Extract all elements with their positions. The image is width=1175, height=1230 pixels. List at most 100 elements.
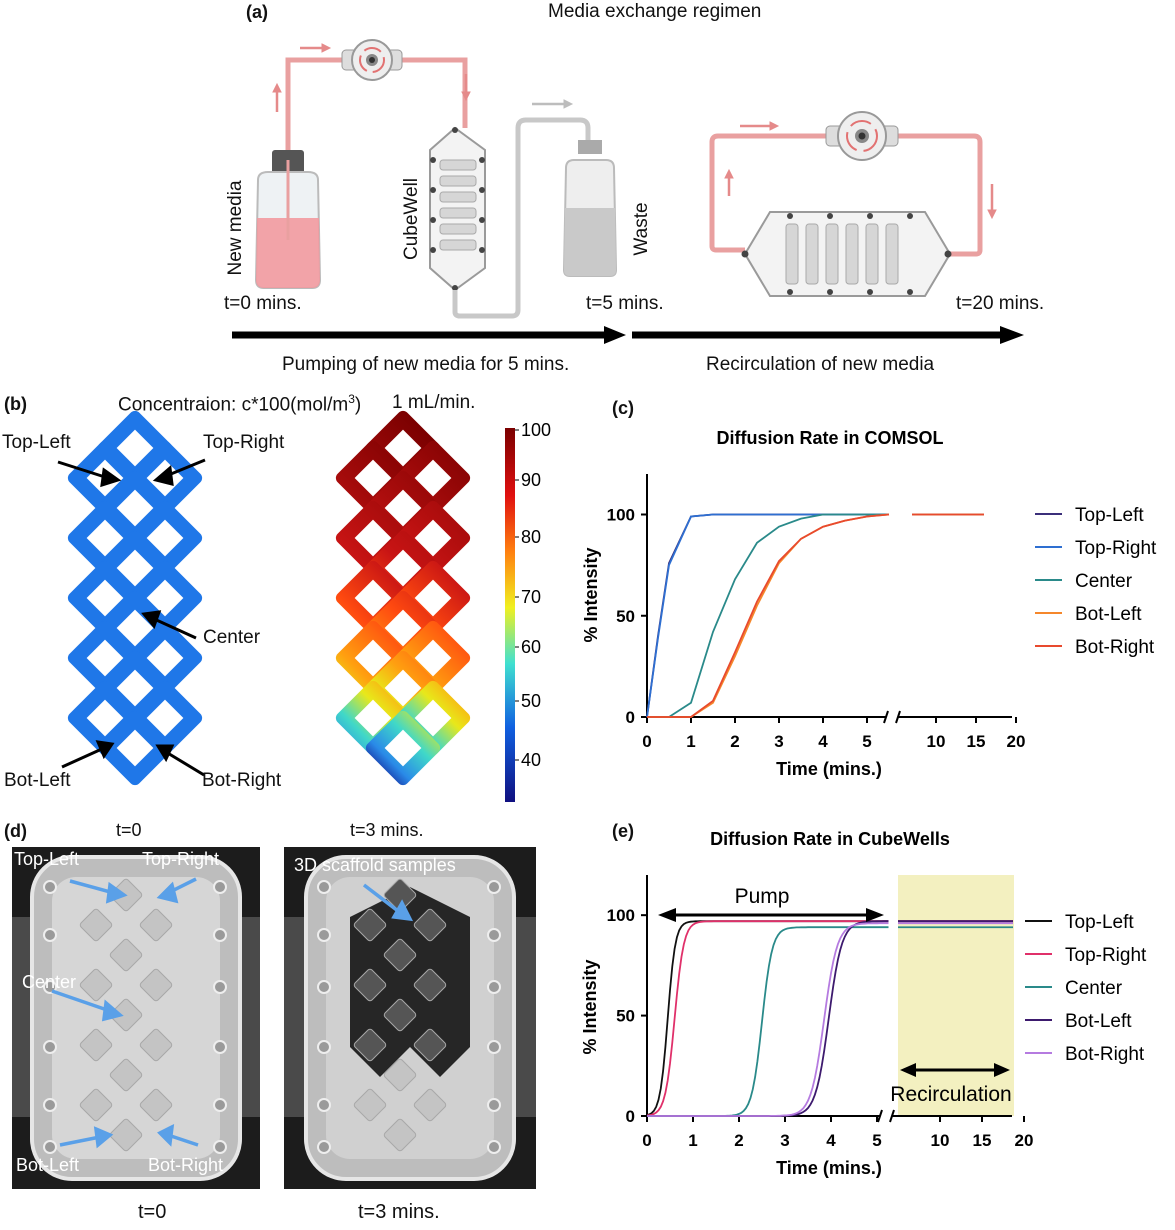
arrow-head-icon bbox=[994, 1063, 1010, 1077]
colorbar-tick-label: 40 bbox=[521, 750, 541, 770]
x-tick-label: 0 bbox=[642, 1131, 651, 1150]
cubewell-device-icon bbox=[429, 126, 486, 292]
panel-a-title: Media exchange regimen bbox=[548, 1, 762, 22]
x-tick-label: 2 bbox=[734, 1131, 743, 1150]
panel-a-letter: (a) bbox=[246, 2, 268, 22]
y-axis-label: % Intensity bbox=[581, 547, 601, 642]
y-axis-label: % Intensity bbox=[580, 959, 600, 1054]
x-tick-label: 3 bbox=[780, 1131, 789, 1150]
panel-d-letter: (d) bbox=[4, 821, 27, 841]
b-center-label: Center bbox=[203, 627, 261, 648]
waste-label: Waste bbox=[631, 202, 652, 256]
x-tick-label: 1 bbox=[686, 732, 695, 751]
media-exchange-diagram bbox=[232, 39, 1024, 344]
axis-break bbox=[883, 710, 889, 724]
panel-e: (e) Diffusion Rate in CubeWells 0 50 100 0 1 2… bbox=[580, 815, 1175, 1230]
concentration-label: Concentraion: c*100(mol/m3) bbox=[118, 392, 362, 416]
pump-icon bbox=[341, 39, 403, 81]
outlet-tube bbox=[452, 117, 591, 319]
panel-d: (d) t=0 t=3 mins. bbox=[0, 815, 580, 1230]
cubewell-chart: Diffusion Rate in CubeWells 0 50 100 0 1 2 3 4 5 1… bbox=[580, 829, 1147, 1178]
b-bot-right-label: Bot-Right bbox=[202, 770, 282, 791]
d-top-right-label: Top-Right bbox=[142, 849, 220, 869]
colorbar-tick-label: 80 bbox=[521, 527, 541, 547]
lattice-blue bbox=[67, 410, 203, 786]
colorbar-tick-label: 90 bbox=[521, 470, 541, 490]
d-t0-top-label: t=0 bbox=[116, 820, 142, 840]
lattice-diagrams: 100 90 80 70 60 50 40 bbox=[57, 410, 551, 802]
b-top-right-label: Top-Right bbox=[203, 432, 285, 453]
cubewell-label: CubeWell bbox=[401, 177, 422, 261]
b-bot-left-label: Bot-Left bbox=[4, 770, 71, 791]
legend-label: Top-Right bbox=[1065, 945, 1147, 966]
panel-b: (b) Concentraion: c*100(mol/m3) 1 mL/min… bbox=[0, 390, 580, 810]
x-tick-label: 3 bbox=[774, 732, 783, 751]
series-line-bot-left bbox=[647, 513, 890, 718]
x-tick-label: 5 bbox=[862, 732, 871, 751]
y-tick-label: 100 bbox=[607, 506, 635, 525]
x-axis-label: Time (mins.) bbox=[776, 759, 882, 779]
recirculation-label: Recirculation of new media bbox=[706, 354, 935, 375]
b-top-left-label: Top-Left bbox=[2, 432, 71, 453]
d-bot-right-label: Bot-Right bbox=[148, 1155, 224, 1175]
legend-label: Center bbox=[1065, 978, 1123, 999]
flow-arrow-icon bbox=[532, 99, 574, 109]
d-t3-bottom-label: t=3 mins. bbox=[358, 1201, 440, 1223]
series-line-top-right bbox=[646, 513, 889, 718]
chart-title: Diffusion Rate in COMSOL bbox=[717, 428, 944, 448]
colorbar-tick-label: 60 bbox=[521, 637, 541, 657]
x-tick-label: 15 bbox=[967, 732, 986, 751]
x-axis-label: Time (mins.) bbox=[776, 1158, 882, 1178]
time-20-label: t=20 mins. bbox=[956, 293, 1045, 314]
series-line-bot-right bbox=[647, 922, 889, 1117]
photo-arrows bbox=[51, 877, 414, 1149]
flow-rate-label: 1 mL/min. bbox=[392, 392, 476, 413]
time-0-label: t=0 mins. bbox=[224, 293, 302, 314]
d-bot-left-label: Bot-Left bbox=[16, 1155, 80, 1175]
time-5-label: t=5 mins. bbox=[586, 293, 664, 314]
x-tick-label: 10 bbox=[927, 732, 946, 751]
colorbar-ticks: 100 90 80 70 60 50 40 bbox=[515, 420, 551, 770]
series-line-center bbox=[647, 926, 889, 1117]
arrow-head-icon bbox=[900, 1063, 916, 1077]
d-t0-bottom-label: t=0 bbox=[138, 1201, 167, 1223]
legend-label: Bot-Left bbox=[1075, 604, 1142, 625]
cubewell-horizontal-icon bbox=[741, 211, 952, 297]
chart-title: Diffusion Rate in CubeWells bbox=[710, 829, 950, 849]
pumping-label: Pumping of new media for 5 mins. bbox=[282, 354, 570, 375]
legend-label: Top-Left bbox=[1065, 912, 1134, 933]
series-line-top-right bbox=[646, 920, 889, 1117]
x-tick-label: 20 bbox=[1015, 1131, 1034, 1150]
series-line-top-left bbox=[646, 513, 889, 718]
y-tick-label: 0 bbox=[626, 708, 635, 727]
lattice-heat bbox=[335, 410, 471, 786]
y-tick-label: 50 bbox=[616, 607, 635, 626]
x-tick-label: 20 bbox=[1007, 732, 1026, 751]
x-tick-label: 0 bbox=[642, 732, 651, 751]
panel-b-letter: (b) bbox=[4, 394, 27, 414]
x-tick-label: 5 bbox=[872, 1131, 881, 1150]
legend-label: Bot-Left bbox=[1065, 1011, 1132, 1032]
y-tick-label: 100 bbox=[607, 906, 635, 925]
x-tick-label: 4 bbox=[826, 1131, 836, 1150]
panel-c-letter: (c) bbox=[612, 398, 634, 418]
x-tick-label: 2 bbox=[730, 732, 739, 751]
legend-label: Bot-Right bbox=[1065, 1044, 1145, 1065]
series-line-bot-right bbox=[647, 513, 890, 718]
d-center-label: Center bbox=[22, 972, 77, 992]
waste-bottle-icon bbox=[562, 140, 618, 277]
series-line-center bbox=[647, 513, 889, 718]
recirc-label: Recirculation bbox=[890, 1083, 1011, 1106]
scaffold-label: 3D scaffold samples bbox=[294, 855, 456, 875]
photo-t0-drawing bbox=[12, 847, 260, 1189]
d-t3-top-label: t=3 mins. bbox=[350, 820, 424, 840]
x-tick-label: 1 bbox=[688, 1131, 697, 1150]
legend-label: Top-Left bbox=[1075, 505, 1144, 526]
pump-label: Pump bbox=[735, 885, 790, 908]
legend-label: Top-Right bbox=[1075, 538, 1157, 559]
d-top-left-label: Top-Left bbox=[14, 849, 80, 869]
axis-break bbox=[877, 1109, 883, 1123]
colorbar-tick-label: 50 bbox=[521, 691, 541, 711]
x-tick-label: 4 bbox=[818, 732, 828, 751]
timeline-arrow-icon bbox=[232, 326, 1024, 344]
